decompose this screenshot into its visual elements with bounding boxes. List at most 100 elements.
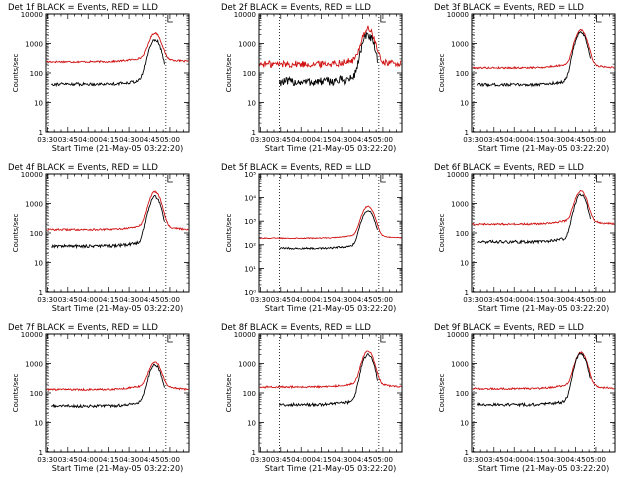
- plot-frame: [258, 333, 403, 453]
- x-tick-label: 04:15: [99, 296, 119, 304]
- x-tick-label: 03:30: [250, 456, 270, 464]
- x-tick-label: 05:00: [373, 136, 393, 144]
- series-lld-line: [472, 351, 615, 391]
- y-tick-label: 1: [465, 129, 469, 137]
- series-lld-line: [259, 350, 402, 389]
- chart-panel-8: Det 8f BLACK = Events, RED = LLD 1 10 100 10…: [221, 323, 403, 473]
- series-events-line: [279, 210, 378, 251]
- chart-panel-5: Det 5f BLACK = Events, RED = LLD 10⁰ 10¹ 10…: [221, 163, 403, 313]
- x-tick-label: 04:30: [119, 296, 139, 304]
- y-tick-label: 10⁵: [244, 171, 256, 179]
- x-tick-label: 04:30: [119, 456, 139, 464]
- y-tick-label: 10: [247, 100, 256, 108]
- panel-title: Det 4f BLACK = Events, RED = LLD: [8, 163, 158, 173]
- chart-panel-1: Det 1f BLACK = Events, RED = LLD 1 10 100 10…: [8, 3, 190, 153]
- series-events-line: [278, 31, 378, 87]
- y-tick-label: 1: [465, 449, 469, 457]
- y-tick-label: 10: [247, 420, 256, 428]
- x-tick-label: 05:00: [160, 456, 180, 464]
- interval-bracket: [167, 175, 173, 183]
- x-tick-label: 04:45: [565, 296, 585, 304]
- series-events-line: [51, 38, 165, 87]
- x-tick-label: 03:45: [58, 136, 78, 144]
- x-tick-label: 04:15: [99, 136, 119, 144]
- x-tick-label: 03:45: [484, 456, 504, 464]
- x-tick-label: 04:30: [332, 136, 352, 144]
- y-tick-label: 100: [30, 70, 43, 78]
- x-tick-label: 04:45: [139, 456, 159, 464]
- y-tick-label: 10: [460, 420, 469, 428]
- y-tick-label: 100: [30, 230, 43, 238]
- y-tick-label: 10²: [244, 242, 256, 250]
- x-tick-label: 04:30: [545, 456, 565, 464]
- x-tick-label: 04:15: [312, 296, 332, 304]
- x-tick-label: 04:15: [525, 136, 545, 144]
- plot-frame: [471, 13, 616, 133]
- x-tick-label: 04:15: [99, 456, 119, 464]
- y-tick-label: 1000: [451, 361, 469, 369]
- y-tick-label: 1000: [451, 41, 469, 49]
- y-tick-label: 100: [243, 390, 256, 398]
- y-tick-label: 1: [252, 129, 256, 137]
- y-axis-title: Counts/sec: [438, 374, 446, 413]
- plot-frame: [45, 13, 190, 133]
- panel-title: Det 1f BLACK = Events, RED = LLD: [8, 3, 158, 13]
- x-axis-title: Start Time (21-May-05 03:22:20): [478, 464, 609, 473]
- x-tick-label: 04:45: [352, 136, 372, 144]
- y-tick-label: 10: [460, 100, 469, 108]
- y-tick-label: 10000: [21, 171, 43, 179]
- x-tick-label: 04:15: [312, 456, 332, 464]
- y-tick-label: 10: [34, 100, 43, 108]
- x-tick-label: 03:45: [58, 296, 78, 304]
- panel-title: Det 5f BLACK = Events, RED = LLD: [221, 163, 371, 173]
- y-tick-label: 10³: [244, 218, 256, 226]
- x-tick-label: 04:15: [525, 456, 545, 464]
- y-tick-label: 10000: [234, 331, 256, 339]
- x-axis-title: Start Time (21-May-05 03:22:20): [52, 144, 183, 153]
- x-tick-label: 04:30: [545, 296, 565, 304]
- x-tick-label: 05:00: [160, 296, 180, 304]
- x-tick-label: 04:15: [525, 296, 545, 304]
- y-axis-title: Counts/sec: [438, 54, 446, 93]
- x-tick-label: 03:45: [484, 296, 504, 304]
- y-axis-title: Counts/sec: [225, 374, 233, 413]
- y-tick-label: 10000: [447, 331, 469, 339]
- chart-panel-6: Det 6f BLACK = Events, RED = LLD 1 10 100 10…: [434, 163, 616, 313]
- x-tick-label: 04:45: [565, 136, 585, 144]
- panel-title: Det 6f BLACK = Events, RED = LLD: [434, 163, 584, 173]
- plot-frame: [471, 173, 616, 293]
- interval-bracket: [380, 335, 386, 343]
- series-events-line: [51, 363, 165, 409]
- x-axis-title: Start Time (21-May-05 03:22:20): [265, 304, 396, 313]
- y-tick-label: 1000: [25, 201, 43, 209]
- x-tick-label: 05:00: [586, 456, 606, 464]
- panel-title: Det 9f BLACK = Events, RED = LLD: [434, 323, 584, 333]
- x-tick-label: 04:45: [352, 456, 372, 464]
- y-axis-title: Counts/sec: [12, 374, 20, 413]
- x-tick-label: 04:00: [78, 136, 98, 144]
- series-events-line: [278, 352, 378, 408]
- x-tick-label: 03:30: [463, 296, 483, 304]
- x-tick-label: 03:45: [484, 136, 504, 144]
- interval-bracket: [596, 335, 602, 343]
- x-tick-label: 04:45: [352, 296, 372, 304]
- interval-bracket: [380, 15, 386, 23]
- x-tick-label: 05:00: [586, 296, 606, 304]
- x-tick-label: 03:45: [271, 296, 291, 304]
- x-tick-label: 04:30: [119, 136, 139, 144]
- interval-bracket: [596, 15, 602, 23]
- y-tick-label: 1000: [25, 41, 43, 49]
- series-lld-line: [472, 28, 615, 70]
- chart-panel-3: Det 3f BLACK = Events, RED = LLD 1 10 100 10…: [434, 3, 616, 153]
- plot-frame: [471, 333, 616, 453]
- plot-frame: [258, 13, 403, 133]
- plot-frame: [45, 333, 190, 453]
- y-tick-label: 100: [30, 390, 43, 398]
- x-tick-label: 04:45: [565, 456, 585, 464]
- x-tick-label: 04:30: [332, 456, 352, 464]
- plot-frame: [258, 173, 403, 293]
- interval-bracket: [167, 335, 173, 343]
- y-tick-label: 100: [456, 230, 469, 238]
- x-axis-title: Start Time (21-May-05 03:22:20): [265, 464, 396, 473]
